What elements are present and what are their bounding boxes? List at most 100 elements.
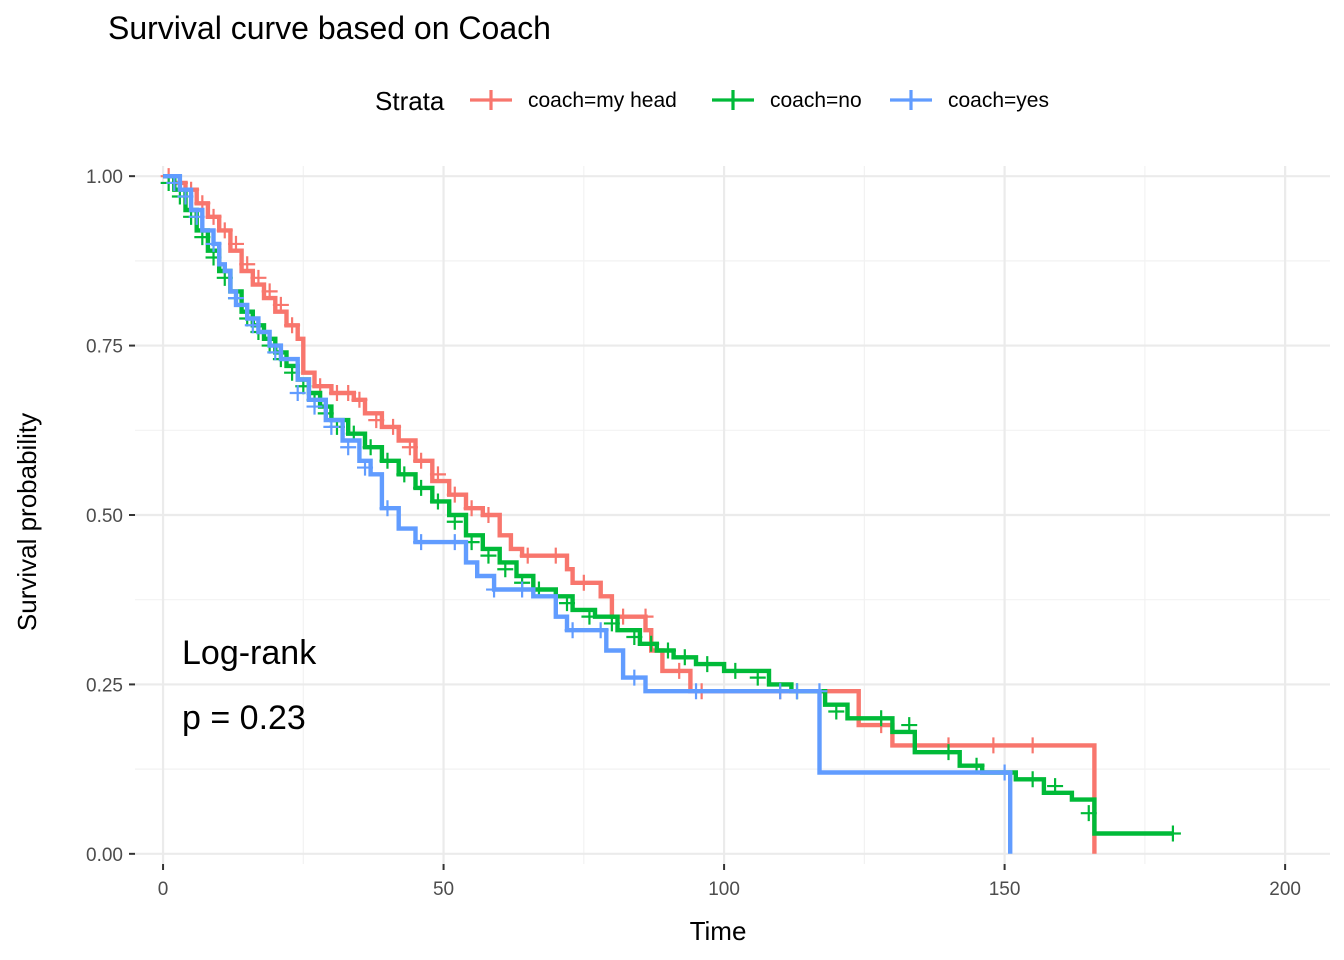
censor-mark [828,703,845,720]
series-coach-no [160,174,1181,842]
censor-mark [676,649,693,666]
censor-mark [239,256,256,273]
censor-mark [486,581,503,598]
chart-title: Survival curve based on Coach [108,10,551,46]
censor-mark [727,662,744,679]
censor-mark [547,547,564,564]
series-coach-my-head [160,168,1097,854]
censor-mark [996,764,1013,781]
x-tick-label: 150 [989,879,1021,900]
censor-mark [306,398,323,415]
y-tick-label: 0.50 [86,506,123,527]
censor-mark [250,269,267,286]
x-tick-label: 100 [708,879,740,900]
y-tick-label: 0.25 [86,675,123,696]
censor-mark [272,296,289,313]
y-tick-label: 0.75 [86,337,123,358]
censor-mark [401,439,418,456]
legend-item: coach=my head [470,89,677,112]
censor-mark [227,290,244,307]
censor-mark [166,174,183,191]
censor-mark [413,452,430,469]
censor-mark [340,385,357,402]
legend-key [890,90,932,110]
censor-mark [497,561,514,578]
censor-mark [626,669,643,686]
legend-title: Strata [375,86,445,116]
legend-item: coach=yes [890,89,1049,112]
series-layer [160,168,1181,854]
legend-label: coach=no [770,89,862,112]
censor-mark [749,669,766,686]
y-tick-label: 1.00 [86,167,123,188]
censor-mark [811,683,828,700]
axis-ticks: 0 50 100 150 200 0.00 0.25 0.50 0.75 1.00 [86,167,1301,900]
censor-mark [396,466,413,483]
censor-mark [188,208,205,225]
censor-mark [205,235,222,252]
censor-mark [289,385,306,402]
y-axis-title: Survival probability [12,413,42,631]
censor-mark [514,581,531,598]
censor-mark [379,500,396,517]
survival-step-line [163,174,1173,836]
censor-mark [357,459,374,476]
censor-mark [1080,805,1097,822]
censor-mark [519,547,536,564]
censor-mark [789,683,806,700]
legend-item: coach=no [712,89,862,112]
survival-step-line [163,174,1013,854]
censor-mark [216,222,233,239]
censor-mark [1024,771,1041,788]
censor-mark [351,391,368,408]
legend-label: coach=yes [948,89,1049,112]
censor-mark [446,534,463,551]
censor-mark [901,717,918,734]
legend-label: coach=my head [528,89,677,112]
censor-mark [429,493,446,510]
censor-mark [873,710,890,727]
censor-mark [671,662,688,679]
censor-mark [177,188,194,205]
annotation-test-name: Log-rank [182,634,317,672]
censor-mark [267,344,284,361]
censor-mark [575,574,592,591]
series-coach-yes [163,174,1013,854]
censor-mark [413,479,430,496]
censor-mark [564,622,581,639]
censor-mark [592,622,609,639]
x-axis-title: Time [690,916,747,946]
censor-mark [429,466,446,483]
censor-mark [688,683,705,700]
censor-mark [643,635,660,652]
censor-mark [284,317,301,334]
censor-mark [323,418,340,435]
censor-mark [205,208,222,225]
censor-mark [558,595,575,612]
plot-grid [135,166,1330,864]
censor-mark [385,418,402,435]
censor-mark [463,500,480,517]
censor-mark [261,283,278,300]
x-tick-label: 200 [1269,879,1301,900]
legend-key [470,90,512,110]
censor-mark [626,628,643,645]
censor-mark [340,439,357,456]
censor-mark [362,439,379,456]
censor-mark [446,486,463,503]
censor-mark [480,507,497,523]
censor-mark [379,452,396,469]
annotation-p-value: p = 0.23 [182,699,306,737]
censor-mark [985,737,1002,754]
censor-mark [637,608,654,625]
x-tick-label: 50 [433,879,454,900]
censor-mark [603,615,620,632]
censor-mark [1024,737,1041,754]
censor-mark [581,608,598,625]
censor-mark [368,412,385,429]
censor-mark [659,642,676,659]
censor-mark [940,744,957,761]
legend-key [712,90,754,110]
censor-mark [1164,825,1181,842]
censor-mark [480,547,497,564]
